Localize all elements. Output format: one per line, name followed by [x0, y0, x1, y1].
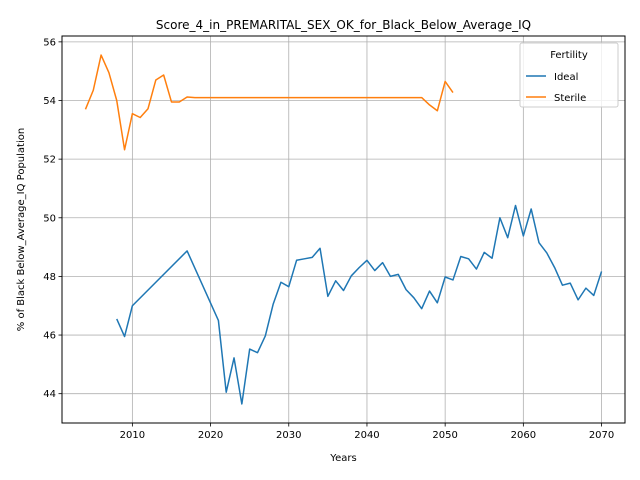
legend-title: Fertility — [550, 50, 588, 61]
y-tick-label: 54 — [43, 96, 56, 107]
y-tick-label: 48 — [43, 272, 56, 283]
x-tick-label: 2020 — [198, 430, 223, 441]
y-tick-label: 56 — [43, 37, 56, 48]
legend-label-sterile: Sterile — [554, 93, 586, 104]
x-axis-label: Years — [329, 453, 356, 464]
series-line-sterile — [84, 54, 454, 151]
series-lines — [84, 54, 603, 405]
y-tick-label: 52 — [43, 155, 56, 166]
x-tick-label: 2040 — [354, 430, 379, 441]
legend-frame — [519, 42, 619, 108]
chart-title: Score_4_in_PREMARITAL_SEX_OK_for_Black_B… — [156, 18, 531, 32]
x-tick-label: 2060 — [511, 430, 536, 441]
y-axis-ticks: 44 46 48 50 52 54 56 — [43, 37, 62, 400]
x-tick-label: 2050 — [432, 430, 457, 441]
y-tick-label: 50 — [43, 213, 56, 224]
x-tick-label: 2070 — [589, 430, 614, 441]
legend: Fertility Ideal Sterile — [519, 42, 619, 108]
y-axis-label: % of Black Below_Average_IQ Population — [16, 128, 27, 331]
x-tick-label: 2010 — [120, 430, 145, 441]
plot-area-frame — [61, 35, 626, 424]
legend-label-ideal: Ideal — [554, 72, 578, 83]
x-tick-label: 2030 — [276, 430, 301, 441]
x-axis-ticks: 2010 2020 2030 2040 2050 2060 2070 — [120, 423, 614, 441]
series-line-ideal — [116, 204, 603, 405]
y-tick-label: 44 — [43, 389, 56, 400]
y-tick-label: 46 — [43, 331, 56, 342]
